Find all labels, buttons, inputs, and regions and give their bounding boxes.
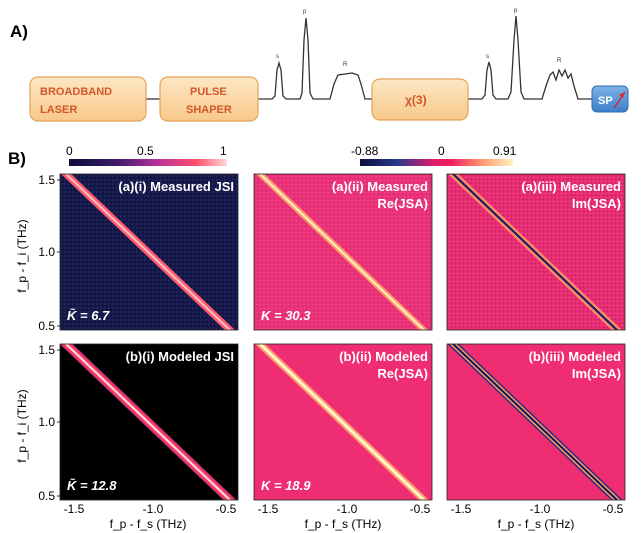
chi3-box: χ(3) [371, 78, 469, 121]
panel-title: (a)(ii) Measured [332, 179, 428, 194]
svg-text:f_p - f_i (THz): f_p - f_i (THz) [15, 219, 29, 292]
colorbar-jsi [69, 159, 227, 166]
y-tick-label: 1.5 [38, 173, 55, 187]
x-axis-label-3: f_p - f_s (THz) [498, 517, 575, 531]
x-tick-label: -1.0 [337, 502, 358, 516]
peak-label-r-in: R [343, 62, 348, 68]
panel-title: Im(JSA) [572, 366, 621, 381]
heatmap-panel-a-iii: (a)(iii) Measured Im(JSA) [446, 173, 626, 331]
x-axis-label-1: f_p - f_s (THz) [110, 517, 187, 531]
y-axis-label-top: f_p - f_i (THz) [15, 219, 29, 292]
panel-title: Re(JSA) [377, 366, 428, 381]
pulse-shaper-label-2: SHAPER [186, 104, 232, 116]
heatmap-diagonal-band [448, 174, 622, 330]
y-tick-label: 1.0 [38, 415, 55, 429]
broadband-laser-label-2: LASER [40, 104, 77, 116]
section-a-label: A) [10, 22, 28, 41]
section-b-label: B) [8, 149, 26, 168]
x-tick-label: -0.5 [216, 502, 237, 516]
y-tick-label: 1.5 [38, 343, 55, 357]
heatmap-diagonal-band [60, 344, 237, 500]
heatmap-diagonal-band [255, 344, 429, 500]
heatmap-diagonal-band [447, 344, 623, 500]
spectrum-trace-output [468, 15, 592, 100]
panel-title: (b)(i) Modeled JSI [126, 349, 234, 364]
svg-text:f_p - f_i (THz): f_p - f_i (THz) [15, 389, 29, 462]
x-tick-label: -1.5 [258, 502, 279, 516]
broadband-laser-box: BROADBAND LASER [29, 76, 147, 122]
sp-label: SP [598, 95, 613, 107]
colorbar-jsi-mid: 0.5 [137, 144, 154, 158]
panel-title: Im(JSA) [572, 196, 621, 211]
colorbar-jsa [360, 159, 513, 166]
colorbar-jsa-min: -0.88 [351, 144, 379, 158]
x-tick-label: -1.5 [451, 502, 472, 516]
heatmap-diagonal-band [61, 174, 235, 330]
x-axis-label-2: f_p - f_s (THz) [305, 517, 382, 531]
peak-label-p-in: p [303, 9, 307, 15]
pulse-shaper-box: PULSE SHAPER [159, 76, 259, 122]
peak-label-p-out: p [514, 8, 518, 14]
y-axis-label-bottom: f_p - f_i (THz) [15, 389, 29, 462]
panel-metric: K = 30.3 [261, 308, 311, 323]
panel-metric: K̃ = 6.7 [67, 308, 110, 323]
x-tick-label: -1.0 [143, 502, 164, 516]
colorbar-jsa-max: 0.91 [493, 144, 517, 158]
y-tick-label: 1.0 [38, 245, 55, 259]
broadband-laser-label-1: BROADBAND [40, 86, 112, 98]
sp-box: SP [591, 85, 629, 113]
x-tick-label: -1.0 [530, 502, 551, 516]
heatmap-panel-a-i: (a)(i) Measured JSI K̃ = 6.7 1.5 1.0 0.5 [38, 173, 239, 333]
panel-metric: K̃ = 12.8 [67, 478, 117, 493]
heatmap-panel-b-iii: (b)(iii) Modeled Im(JSA) -1.5 -1.0 -0.5 [446, 343, 626, 516]
heatmap-panel-b-i: (b)(i) Modeled JSI K̃ = 12.8 1.5 1.0 0.5 -1.5… [38, 343, 239, 516]
pulse-shaper-label-1: PULSE [190, 86, 227, 98]
spectrum-trace-input [258, 17, 372, 100]
peak-label-r-out: R [557, 58, 562, 64]
panel-title: (a)(iii) Measured [521, 179, 621, 194]
peak-label-s-out: s [486, 54, 489, 60]
panel-title: Re(JSA) [377, 196, 428, 211]
colorbar-jsa-mid: 0 [438, 144, 445, 158]
peak-label-s-in: s [276, 54, 279, 60]
panel-title: (b)(ii) Modeled [339, 349, 428, 364]
x-tick-label: -0.5 [603, 502, 624, 516]
colorbar-jsi-max: 1 [220, 144, 227, 158]
heatmap-panel-a-ii: (a)(ii) Measured Re(JSA) K = 30.3 [253, 173, 433, 331]
panel-metric: K = 18.9 [261, 478, 311, 493]
y-tick-label: 0.5 [38, 489, 55, 503]
heatmap-diagonal-band [255, 174, 429, 330]
colorbar-jsi-min: 0 [66, 144, 73, 158]
x-tick-label: -0.5 [410, 502, 431, 516]
panel-title: (b)(iii) Modeled [529, 349, 621, 364]
y-tick-label: 0.5 [38, 319, 55, 333]
chi3-label: χ(3) [405, 93, 427, 107]
x-tick-label: -1.5 [64, 502, 85, 516]
heatmap-panel-b-ii: (b)(ii) Modeled Re(JSA) K = 18.9 -1.5 -1.0 -0… [253, 343, 433, 516]
panel-title: (a)(i) Measured JSI [118, 179, 234, 194]
